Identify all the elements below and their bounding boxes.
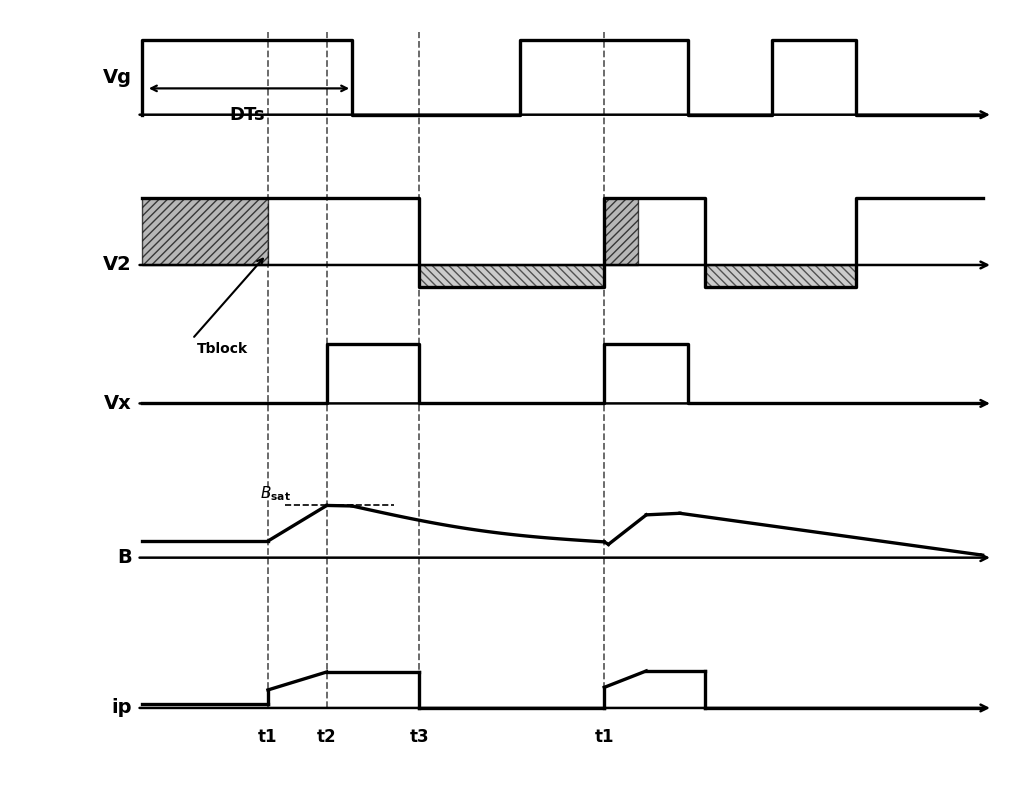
Bar (142, 198, 267, 265)
Text: t3: t3 (409, 728, 430, 746)
Text: Vg: Vg (102, 67, 132, 87)
Text: V2: V2 (103, 255, 132, 274)
Text: t1: t1 (258, 728, 278, 746)
Text: Tblock: Tblock (197, 343, 247, 356)
Text: B: B (116, 548, 132, 567)
Bar (419, 265, 604, 286)
Bar (705, 265, 857, 286)
Text: $B_{\mathregular{sat}}$: $B_{\mathregular{sat}}$ (259, 484, 291, 503)
Bar (604, 198, 638, 265)
Text: Vx: Vx (104, 394, 132, 413)
Text: DTs: DTs (229, 106, 264, 124)
Text: t2: t2 (317, 728, 336, 746)
Text: ip: ip (111, 698, 132, 717)
Text: t1: t1 (595, 728, 614, 746)
